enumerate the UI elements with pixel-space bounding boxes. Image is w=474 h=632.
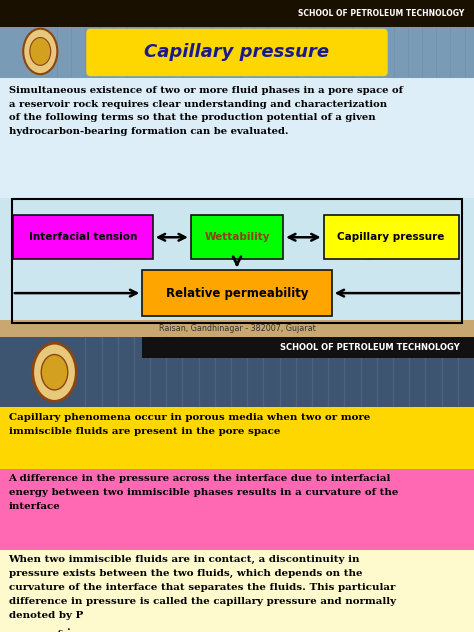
Bar <box>13 215 153 259</box>
Text: Capillary pressure: Capillary pressure <box>145 44 329 61</box>
Circle shape <box>41 355 68 390</box>
Text: Interfacial tension: Interfacial tension <box>29 233 137 242</box>
Text: Raisan, Gandhinagar - 382007, Gujarat: Raisan, Gandhinagar - 382007, Gujarat <box>159 324 315 333</box>
Text: Simultaneous existence of two or more fluid phases in a pore space of
a reservoi: Simultaneous existence of two or more fl… <box>9 86 402 136</box>
Text: 3: 3 <box>357 231 382 269</box>
Bar <box>0 407 474 469</box>
Text: 1: 1 <box>92 231 117 269</box>
Text: SCHOOL OF PETROLEUM TECHNOLOGY: SCHOOL OF PETROLEUM TECHNOLOGY <box>280 343 460 352</box>
Bar <box>323 215 459 259</box>
Bar <box>0 320 474 337</box>
Bar <box>0 0 474 27</box>
Bar <box>0 337 474 407</box>
Text: When two immiscible fluids are in contact, a discontinuity in
pressure exists be: When two immiscible fluids are in contac… <box>9 555 396 619</box>
Bar <box>142 270 332 316</box>
Bar <box>0 550 474 632</box>
Circle shape <box>23 28 57 74</box>
Text: Capillary pressure: Capillary pressure <box>337 233 445 242</box>
Text: Capillary phenomena occur in porous media when two or more
immiscible fluids are: Capillary phenomena occur in porous medi… <box>9 413 370 436</box>
Bar <box>142 337 474 358</box>
Bar <box>12 199 462 324</box>
Circle shape <box>33 343 76 401</box>
Bar <box>0 27 474 78</box>
Text: .: . <box>66 623 70 632</box>
FancyBboxPatch shape <box>86 28 388 76</box>
Text: 2: 2 <box>225 231 249 269</box>
Text: c: c <box>58 628 63 632</box>
Bar <box>0 469 474 550</box>
Circle shape <box>30 37 51 65</box>
Bar <box>0 78 474 198</box>
Text: A difference in the pressure across the interface due to interfacial
energy betw: A difference in the pressure across the … <box>9 474 398 511</box>
Bar <box>0 198 474 320</box>
Text: Wettability: Wettability <box>204 233 270 242</box>
Bar <box>191 215 283 259</box>
Text: Relative permeability: Relative permeability <box>166 286 308 300</box>
Text: SCHOOL OF PETROLEUM TECHNOLOGY: SCHOOL OF PETROLEUM TECHNOLOGY <box>298 9 465 18</box>
